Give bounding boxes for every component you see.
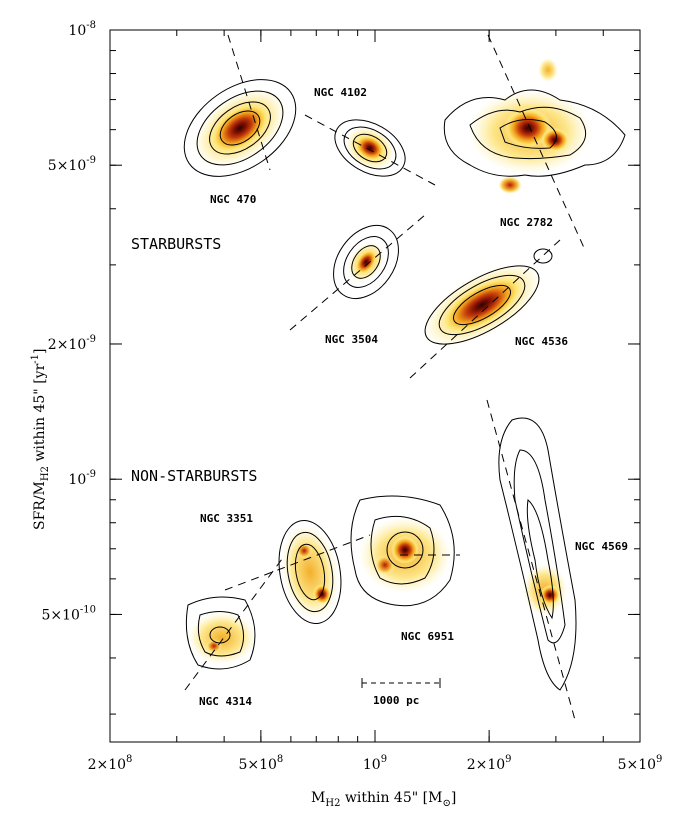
galaxy-image-ngc-4314	[185, 596, 256, 670]
label-ngc-4314: NGC 4314	[199, 695, 252, 708]
section-label-starbursts: STARBURSTS	[131, 235, 221, 253]
y-tick-label: 2×10-9	[48, 334, 96, 353]
x-axis-title: MH2 within 45" [M⊙]	[311, 790, 456, 809]
y-tick-label: 5×10-10	[41, 604, 96, 623]
section-label-non-starbursts: NON-STARBURSTS	[131, 467, 257, 485]
galaxy-images	[183, 34, 626, 721]
x-tick-label: 109	[363, 754, 387, 773]
major-axis-ngc-3504	[289, 214, 426, 331]
y-axis-ticks: 10-8 5×10-9 2×10-9 10-9 5×10-10	[41, 20, 640, 715]
x-tick-label: 2×108	[88, 754, 133, 773]
x-tick-label: 2×109	[467, 754, 512, 773]
y-tick-label: 5×10-9	[48, 155, 96, 174]
label-ngc-3351: NGC 3351	[200, 512, 253, 525]
scale-bar	[361, 678, 441, 688]
y-tick-label: 10-9	[68, 469, 96, 488]
major-axis-ngc-470	[227, 34, 271, 171]
contour-blob	[533, 248, 553, 264]
major-axis-ngc-4569	[486, 399, 576, 721]
label-ngc-4569: NGC 4569	[575, 540, 628, 553]
label-ngc-4536: NGC 4536	[515, 335, 568, 348]
galaxy-image-ngc-4102	[334, 119, 406, 177]
label-ngc-2782: NGC 2782	[500, 216, 553, 229]
major-axis-ngc-3351	[224, 534, 371, 591]
galaxy-image-ngc-6951	[350, 495, 455, 607]
y-tick-label: 10-8	[68, 20, 96, 39]
galaxy-image-ngc-470	[183, 79, 297, 177]
galaxy-image-ngc-4536	[422, 263, 542, 347]
label-ngc-6951: NGC 6951	[401, 630, 454, 643]
label-ngc-3504: NGC 3504	[325, 333, 378, 346]
major-axis-ngc-4314	[184, 554, 286, 691]
major-axis-ngc-4536	[409, 239, 561, 379]
label-ngc-4102: NGC 4102	[314, 86, 367, 99]
galaxy-image-ngc-2782	[443, 58, 626, 194]
major-axis-ngc-4102	[304, 114, 436, 186]
label-ngc-470: NGC 470	[210, 193, 256, 206]
x-tick-label: 5×109	[618, 754, 663, 773]
scale-bar-label: 1000 pc	[373, 694, 419, 707]
x-tick-label: 5×108	[238, 754, 283, 773]
galaxy-image-ngc-3351	[278, 520, 342, 624]
galaxy-image-ngc-4569	[498, 417, 577, 691]
galaxy-image-ngc-3504	[333, 225, 399, 299]
major-axis-ngc-2782	[487, 34, 586, 251]
y-axis-title: SFR/MH2 within 45" [yr-1]	[30, 349, 51, 530]
x-axis-ticks: 2×108 5×108 109 2×109 5×109	[88, 30, 663, 773]
